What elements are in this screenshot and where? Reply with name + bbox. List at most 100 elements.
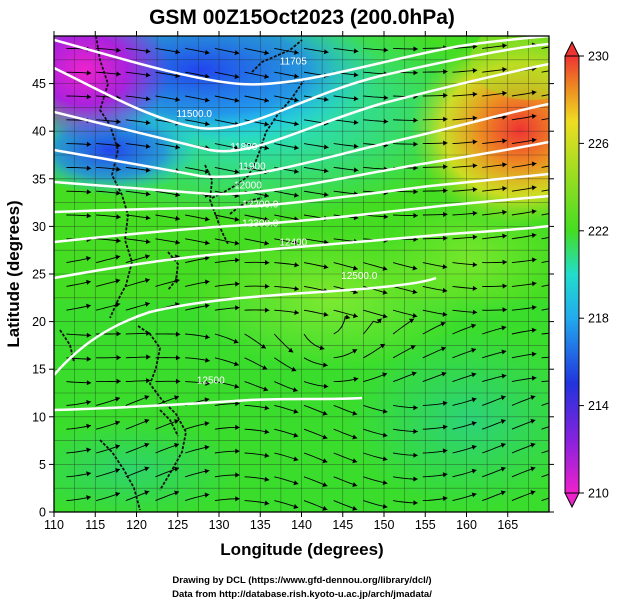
streamline-arrowhead bbox=[204, 97, 210, 103]
streamline-arrowhead bbox=[264, 192, 269, 198]
streamline-arrowhead bbox=[353, 119, 359, 125]
streamline-arrowhead bbox=[86, 471, 91, 477]
streamline-arrowhead bbox=[86, 495, 91, 501]
streamline-arrowhead bbox=[442, 448, 448, 454]
streamline bbox=[541, 94, 549, 97]
contour-label: 11900 bbox=[238, 161, 266, 172]
streamline-arrowhead bbox=[235, 305, 240, 311]
streamline-arrowhead bbox=[264, 405, 270, 411]
streamline-arrowhead bbox=[530, 466, 536, 472]
streamline-arrowhead bbox=[116, 119, 121, 125]
streamline-arrowhead bbox=[86, 189, 92, 195]
streamline-arrowhead bbox=[115, 254, 121, 260]
streamline-arrowhead bbox=[413, 70, 418, 76]
streamline-arrowhead bbox=[352, 505, 358, 511]
streamline-arrowhead bbox=[502, 283, 507, 289]
streamline-arrowhead bbox=[145, 191, 151, 197]
streamline-arrowhead bbox=[441, 371, 447, 377]
streamline-arrowhead bbox=[235, 472, 240, 478]
streamline-arrowhead bbox=[323, 362, 328, 368]
streamline-arrowhead bbox=[322, 458, 328, 464]
wind-streamlines bbox=[66, 42, 549, 511]
streamline-arrowhead bbox=[144, 466, 150, 472]
streamline-arrowhead bbox=[382, 265, 388, 271]
streamline-arrowhead bbox=[382, 289, 388, 295]
streamline-arrowhead bbox=[442, 400, 448, 406]
streamline-arrowhead bbox=[412, 313, 418, 319]
streamline-arrowhead bbox=[500, 442, 506, 448]
colorbar-gradient bbox=[564, 55, 580, 494]
streamline-arrowhead bbox=[234, 169, 240, 175]
streamline-arrowhead bbox=[115, 396, 120, 402]
streamline-arrowhead bbox=[205, 380, 210, 386]
streamline-arrowhead bbox=[413, 476, 418, 482]
streamline-arrowhead bbox=[442, 287, 448, 293]
x-tick-label: 130 bbox=[209, 518, 230, 532]
streamline-arrowhead bbox=[413, 141, 418, 147]
streamline-arrowhead bbox=[86, 380, 92, 386]
streamline-arrowhead bbox=[500, 419, 506, 424]
streamline-arrowhead bbox=[294, 262, 299, 268]
streamline-arrowhead bbox=[352, 410, 358, 416]
streamline-arrowhead bbox=[86, 279, 91, 285]
streamline bbox=[273, 333, 294, 353]
y-tick-label: 40 bbox=[32, 125, 46, 139]
streamline-arrowhead bbox=[380, 343, 386, 349]
x-tick-label: 155 bbox=[415, 518, 436, 532]
streamline bbox=[541, 308, 549, 311]
streamline-arrowhead bbox=[86, 165, 92, 171]
streamline-arrowhead bbox=[234, 383, 240, 389]
streamline-arrowhead bbox=[204, 240, 210, 246]
x-tick-label: 145 bbox=[332, 518, 353, 532]
streamline-arrowhead bbox=[323, 192, 329, 198]
x-tick-label: 160 bbox=[456, 518, 477, 532]
streamline-arrowhead bbox=[204, 121, 210, 127]
streamline-arrowhead bbox=[294, 168, 299, 174]
streamline bbox=[541, 473, 549, 478]
streamline-arrowhead bbox=[472, 68, 478, 74]
contour-label: 11500.0 bbox=[177, 109, 213, 120]
streamline-arrowhead bbox=[86, 447, 91, 453]
y-axis-label: Latitude (degrees) bbox=[4, 200, 23, 347]
streamline-arrowhead bbox=[116, 71, 121, 77]
streamline-arrowhead bbox=[204, 492, 210, 498]
streamline-arrowhead bbox=[502, 162, 507, 168]
streamline-arrowhead bbox=[531, 90, 537, 96]
streamline-arrowhead bbox=[175, 239, 180, 245]
streamline-arrowhead bbox=[352, 434, 358, 440]
streamline-arrowhead bbox=[472, 210, 478, 216]
streamline-arrowhead bbox=[323, 383, 329, 389]
streamline-arrowhead bbox=[502, 114, 507, 120]
streamline-arrowhead bbox=[260, 344, 266, 349]
streamline-arrowhead bbox=[323, 264, 329, 270]
streamline-arrowhead bbox=[530, 418, 536, 424]
streamline-arrowhead bbox=[502, 307, 507, 313]
y-tick-label: 45 bbox=[32, 77, 46, 91]
streamline-arrowhead bbox=[382, 456, 388, 462]
streamline-arrowhead bbox=[322, 505, 328, 511]
contour-label: 12400 bbox=[279, 237, 307, 248]
streamline-arrowhead bbox=[235, 257, 240, 263]
streamline-arrowhead bbox=[293, 456, 299, 462]
streamline-arrowhead bbox=[531, 161, 537, 167]
streamline-arrowhead bbox=[382, 503, 388, 509]
streamline-arrowhead bbox=[145, 48, 151, 54]
streamline bbox=[541, 46, 549, 49]
streamline-arrowhead bbox=[472, 115, 478, 121]
x-tick-label: 110 bbox=[44, 518, 64, 532]
streamline-arrowhead bbox=[413, 189, 418, 195]
streamline-arrowhead bbox=[472, 262, 478, 268]
streamline-arrowhead bbox=[174, 419, 179, 424]
streamline-arrowhead bbox=[471, 397, 477, 403]
streamline-arrowhead bbox=[471, 323, 476, 329]
streamline-arrowhead bbox=[264, 50, 269, 56]
x-tick-label: 125 bbox=[167, 518, 188, 532]
streamline-arrowhead bbox=[531, 305, 537, 311]
streamline-arrowhead bbox=[204, 216, 210, 222]
streamline-arrowhead bbox=[204, 49, 210, 55]
streamline-arrowhead bbox=[175, 73, 180, 79]
streamline-arrowhead bbox=[352, 482, 358, 487]
streamline-arrowhead bbox=[294, 49, 299, 55]
colorbar: 210 214 218 222 226 230 bbox=[564, 40, 609, 509]
